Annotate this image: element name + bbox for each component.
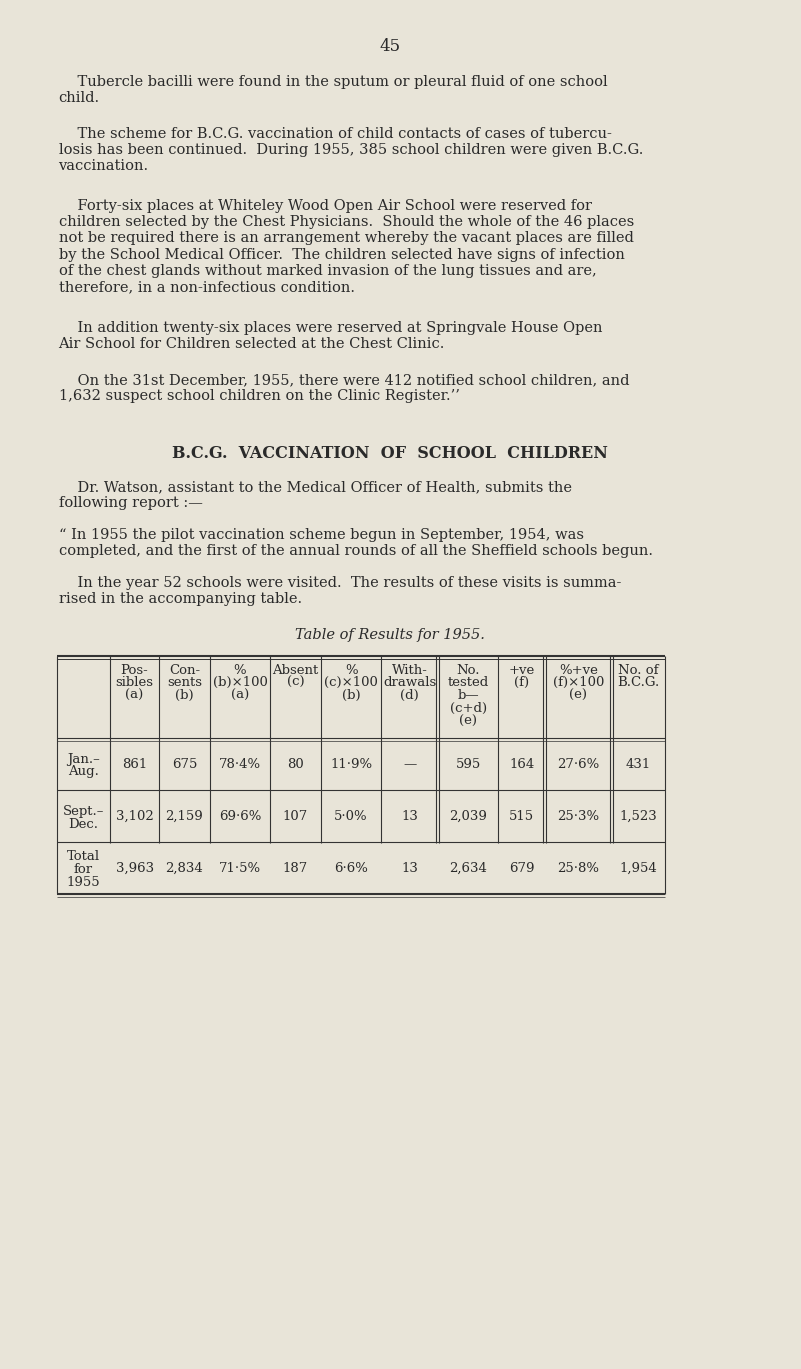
Text: (c+d): (c+d)	[449, 702, 487, 715]
Text: (c)×100: (c)×100	[324, 676, 378, 689]
Text: 13: 13	[401, 810, 418, 823]
Text: (f)×100: (f)×100	[553, 676, 604, 689]
Text: Table of Results for 1955.: Table of Results for 1955.	[296, 628, 485, 642]
Text: In the year 52 schools were visited.  The results of these visits is summa-
rise: In the year 52 schools were visited. The…	[58, 576, 621, 606]
Text: b—: b—	[457, 689, 479, 702]
Text: Dr. Watson, assistant to the Medical Officer of Health, submits the
following re: Dr. Watson, assistant to the Medical Off…	[58, 481, 572, 511]
Text: No.: No.	[457, 664, 480, 678]
Text: Con-: Con-	[169, 664, 200, 678]
Text: 515: 515	[509, 810, 534, 823]
Text: Sept.–: Sept.–	[62, 805, 104, 817]
Text: sents: sents	[167, 676, 202, 689]
Text: “ In 1955 the pilot vaccination scheme begun in September, 1954, was
completed, : “ In 1955 the pilot vaccination scheme b…	[58, 528, 653, 559]
Text: Tubercle bacilli were found in the sputum or pleural fluid of one school
child.: Tubercle bacilli were found in the sputu…	[58, 75, 607, 105]
Text: drawals: drawals	[383, 676, 437, 689]
Text: 69·6%: 69·6%	[219, 810, 261, 823]
Text: 107: 107	[283, 810, 308, 823]
Text: Absent: Absent	[272, 664, 319, 678]
Text: 2,834: 2,834	[166, 862, 203, 875]
Text: 25·8%: 25·8%	[557, 862, 599, 875]
Text: 431: 431	[626, 758, 651, 771]
Text: 71·5%: 71·5%	[219, 862, 261, 875]
Text: 6·6%: 6·6%	[334, 862, 368, 875]
Text: tested: tested	[448, 676, 489, 689]
Text: (b): (b)	[175, 689, 194, 702]
Text: Aug.: Aug.	[68, 765, 99, 779]
Text: %: %	[344, 664, 357, 678]
Text: (f): (f)	[514, 676, 529, 689]
Text: 2,634: 2,634	[449, 862, 487, 875]
Text: 679: 679	[509, 862, 534, 875]
Text: 1,523: 1,523	[619, 810, 658, 823]
Text: 187: 187	[283, 862, 308, 875]
Text: 45: 45	[380, 38, 400, 55]
Text: 3,102: 3,102	[115, 810, 154, 823]
Text: (b): (b)	[342, 689, 360, 702]
Text: (e): (e)	[459, 715, 477, 728]
Text: Forty-six places at Whiteley Wood Open Air School were reserved for
children sel: Forty-six places at Whiteley Wood Open A…	[58, 199, 634, 294]
Text: On the 31st December, 1955, there were 412 notified school children, and
1,632 s: On the 31st December, 1955, there were 4…	[58, 372, 629, 404]
Text: for: for	[74, 862, 93, 876]
Text: %+ve: %+ve	[559, 664, 598, 678]
Text: 861: 861	[122, 758, 147, 771]
Text: B.C.G.: B.C.G.	[618, 676, 659, 689]
Text: 13: 13	[401, 862, 418, 875]
Text: 25·3%: 25·3%	[557, 810, 599, 823]
Text: 164: 164	[509, 758, 534, 771]
Text: 27·6%: 27·6%	[557, 758, 599, 771]
Text: In addition twenty-six places were reserved at Springvale House Open
Air School : In addition twenty-six places were reser…	[58, 320, 602, 352]
Text: (a): (a)	[126, 689, 143, 702]
Text: 11·9%: 11·9%	[330, 758, 372, 771]
Text: The scheme for B.C.G. vaccination of child contacts of cases of tubercu-
losis h: The scheme for B.C.G. vaccination of chi…	[58, 127, 643, 174]
Text: (b)×100: (b)×100	[212, 676, 268, 689]
Text: 2,039: 2,039	[449, 810, 487, 823]
Text: B.C.G.  VACCINATION  OF  SCHOOL  CHILDREN: B.C.G. VACCINATION OF SCHOOL CHILDREN	[172, 445, 608, 461]
Text: 80: 80	[288, 758, 304, 771]
Text: 595: 595	[456, 758, 481, 771]
Text: 675: 675	[171, 758, 197, 771]
Text: %: %	[234, 664, 246, 678]
Text: 3,963: 3,963	[115, 862, 154, 875]
Text: 1,954: 1,954	[619, 862, 658, 875]
Text: Jan.–: Jan.–	[67, 753, 100, 765]
Text: (e): (e)	[570, 689, 587, 702]
Text: (c): (c)	[287, 676, 304, 689]
Text: (a): (a)	[231, 689, 249, 702]
Text: Total: Total	[66, 850, 100, 862]
Text: Pos-: Pos-	[121, 664, 148, 678]
Text: (d): (d)	[400, 689, 419, 702]
Text: sibles: sibles	[115, 676, 154, 689]
Text: 78·4%: 78·4%	[219, 758, 261, 771]
Text: +ve: +ve	[509, 664, 535, 678]
Text: No. of: No. of	[618, 664, 658, 678]
Text: 2,159: 2,159	[166, 810, 203, 823]
Text: —: —	[403, 758, 417, 771]
Text: Dec.: Dec.	[68, 817, 99, 831]
Text: 1955: 1955	[66, 876, 100, 888]
Text: 5·0%: 5·0%	[334, 810, 368, 823]
Text: With-: With-	[392, 664, 428, 678]
